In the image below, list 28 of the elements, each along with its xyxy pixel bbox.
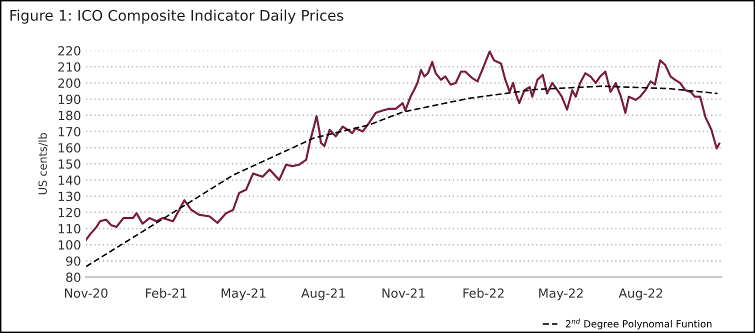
line-series [86, 50, 720, 241]
y-tick-label: 160 [58, 143, 80, 153]
y-tick-label: 190 [58, 94, 80, 104]
x-tick-label: Feb-21 [146, 288, 186, 298]
y-tick-label: 220 [58, 46, 80, 56]
x-tick-label: Nov-20 [65, 288, 108, 298]
legend-label: 2$^{nd}$ Degree Polynomal Funtion [566, 318, 712, 330]
y-tick-label: 210 [58, 62, 80, 72]
y-tick-label: 180 [58, 110, 80, 120]
y-tick-label: 170 [58, 126, 80, 136]
y-tick-label: 80 [66, 272, 80, 282]
y-tick-label: 200 [58, 78, 80, 88]
y-tick-label: 130 [58, 192, 80, 202]
y-tick-label: 100 [58, 240, 80, 250]
chart-title: Figure 1: ICO Composite Indicator Daily Prices [10, 10, 344, 24]
x-tick-label: Feb-22 [464, 288, 504, 298]
x-tick-label: Nov-21 [382, 288, 425, 298]
y-tick-label: 90 [66, 256, 80, 266]
y-axis-title: US cents/lb [38, 133, 48, 194]
x-tick-label: Aug-21 [301, 288, 345, 300]
y-tick-label: 150 [58, 159, 80, 169]
y-tick-label: 120 [58, 208, 80, 218]
x-tick-label: May-22 [539, 288, 583, 300]
y-tick-label: 110 [58, 224, 80, 234]
line-series [86, 85, 718, 268]
x-tick-label: Aug-22 [618, 288, 662, 300]
x-tick-label: May-21 [222, 288, 266, 300]
y-tick-label: 140 [58, 175, 80, 185]
